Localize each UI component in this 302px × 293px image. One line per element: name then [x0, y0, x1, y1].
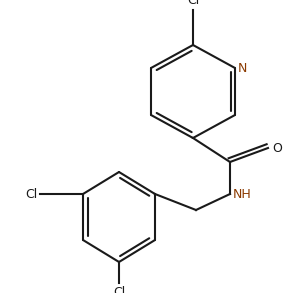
Text: Cl: Cl: [25, 188, 37, 200]
Text: Cl: Cl: [113, 286, 125, 293]
Text: N: N: [238, 62, 247, 74]
Text: NH: NH: [233, 188, 252, 200]
Text: O: O: [272, 142, 282, 154]
Text: Cl: Cl: [187, 0, 199, 7]
